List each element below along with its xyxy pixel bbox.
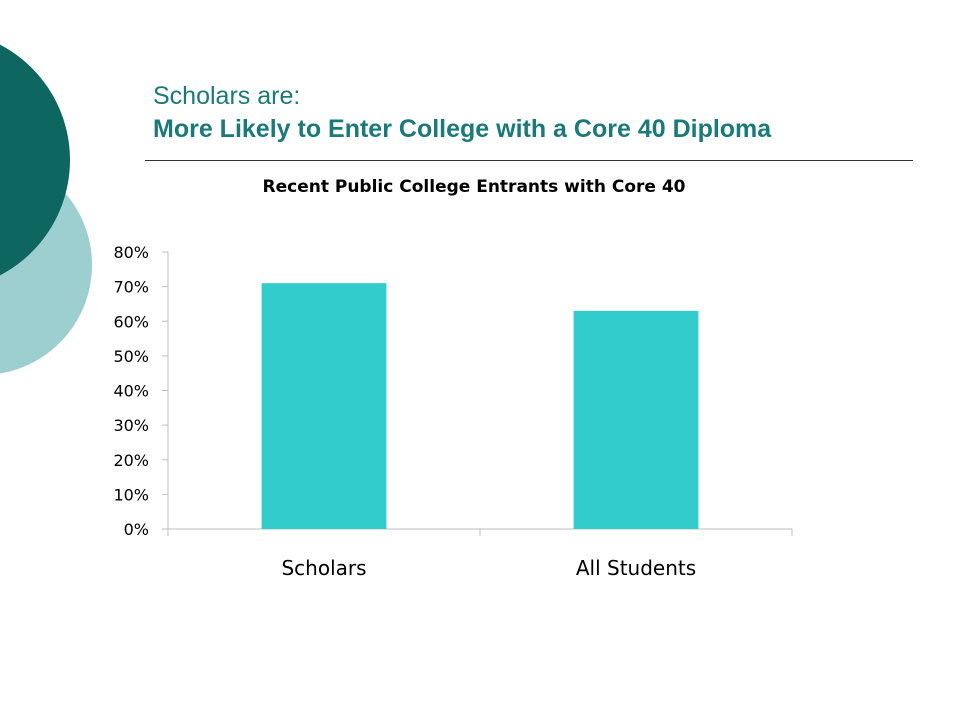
bar [261, 283, 387, 529]
slide-title: Scholars are: More Likely to Enter Colle… [153, 80, 771, 146]
x-category-label: All Students [576, 556, 696, 580]
bar [573, 310, 699, 529]
y-tick-label: 0% [124, 520, 149, 539]
decorative-circles [0, 44, 92, 374]
y-tick-label: 40% [113, 382, 149, 401]
x-axis: Scholars All Students [167, 528, 793, 580]
x-category-label: Scholars [281, 556, 366, 580]
y-tick-label: 80% [113, 243, 149, 262]
y-tick-label: 60% [113, 312, 149, 331]
y-tick-label: 70% [113, 278, 149, 297]
chart-title: Recent Public College Entrants with Core… [263, 177, 686, 197]
slide-title-line2: More Likely to Enter College with a Core… [153, 115, 772, 143]
title-divider [145, 160, 913, 161]
y-tick-label: 50% [113, 347, 149, 366]
y-tick-label: 20% [113, 451, 149, 470]
y-axis: 0% 10% 20% 30% 40% 50% 60% 70% 80% [113, 243, 169, 539]
bars [261, 283, 699, 529]
y-tick-label: 30% [113, 416, 149, 435]
dark-teal-circle [0, 44, 70, 276]
slide-title-line1: Scholars are: [153, 82, 301, 110]
y-tick-label: 10% [113, 485, 149, 504]
